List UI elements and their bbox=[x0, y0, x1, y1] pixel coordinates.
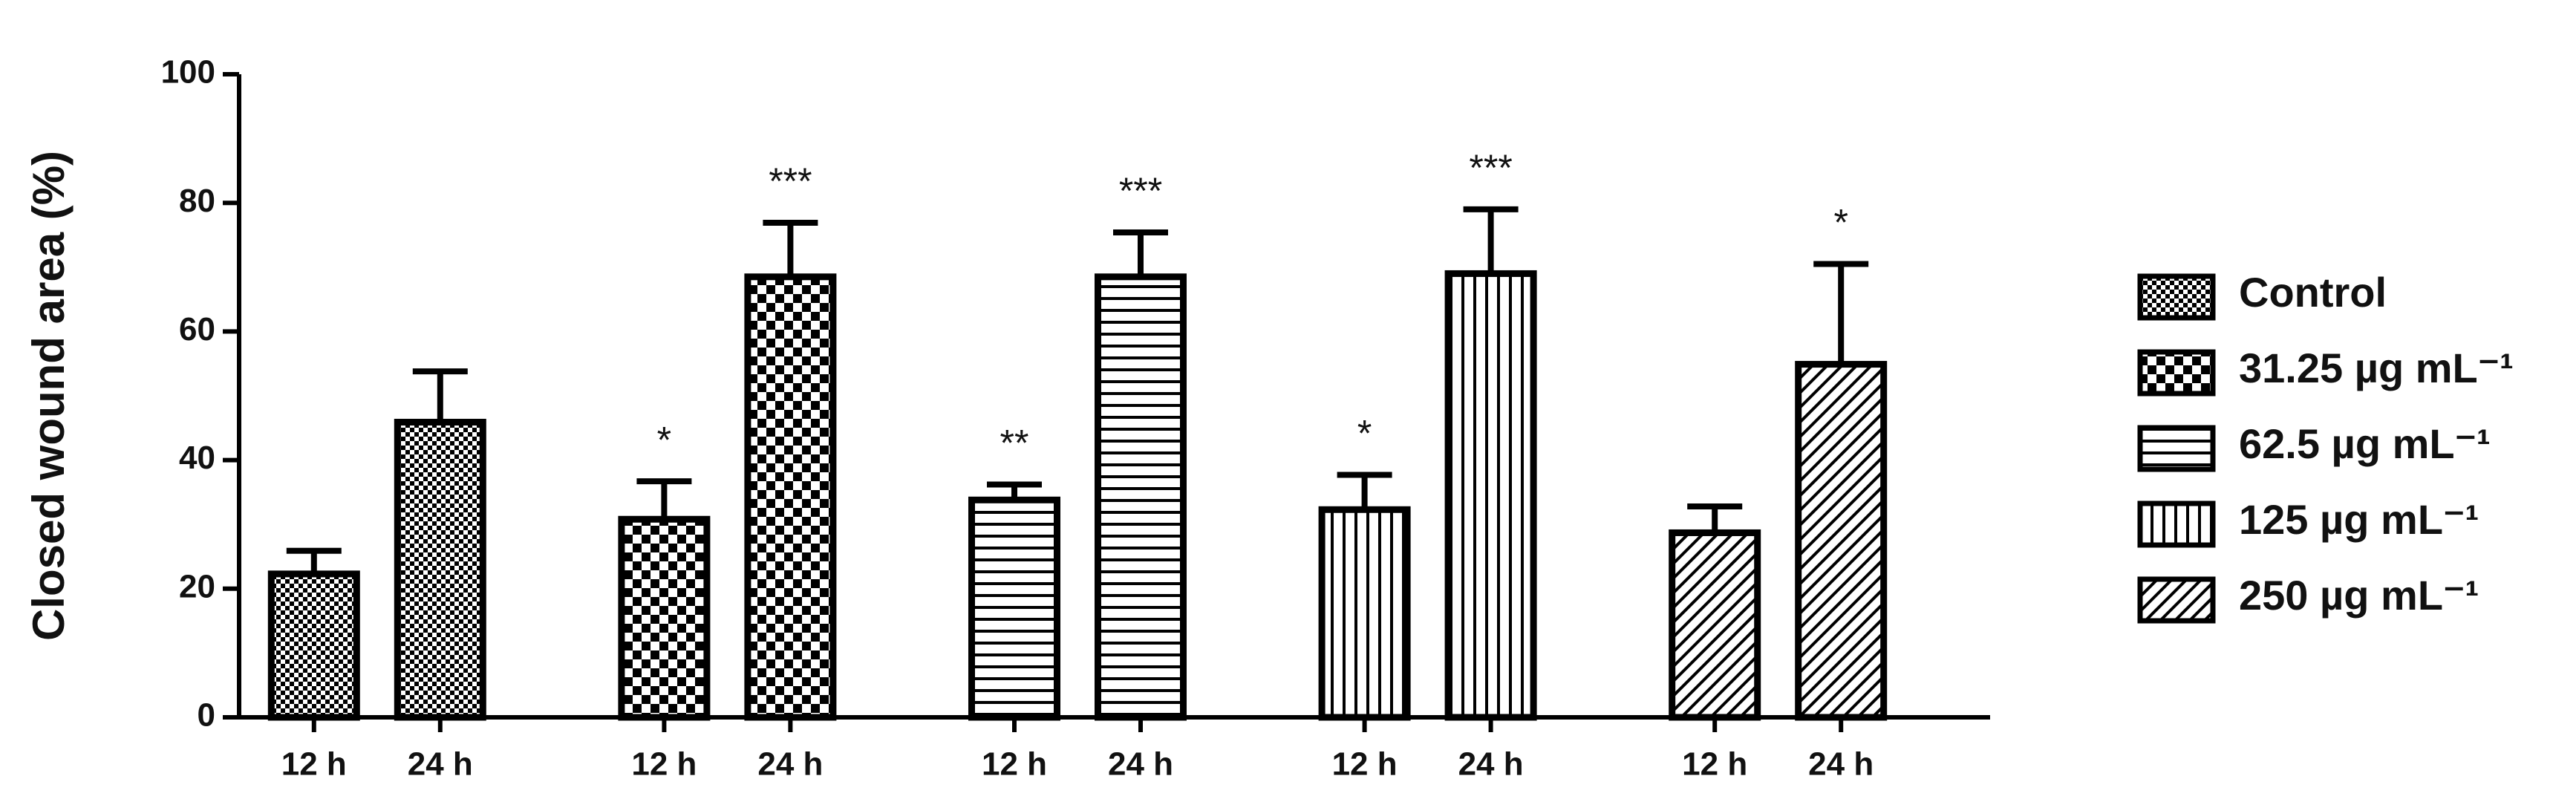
y-tick-label: 20 bbox=[179, 568, 215, 604]
y-axis-label: Closed wound area (%) bbox=[24, 151, 74, 641]
legend-swatch bbox=[2137, 349, 2216, 397]
x-tick-label: 24 h bbox=[1458, 746, 1524, 783]
bar bbox=[618, 515, 711, 721]
significance: *** bbox=[769, 160, 812, 202]
x-tick-label: 12 h bbox=[982, 746, 1047, 783]
x-tick-label: 24 h bbox=[1108, 746, 1173, 783]
bar bbox=[1669, 529, 1761, 721]
legend-swatch bbox=[2137, 425, 2216, 472]
y-tick-label: 80 bbox=[179, 183, 215, 219]
legend-label: 31.25 µg mL⁻¹ bbox=[2239, 345, 2514, 391]
bar bbox=[744, 273, 837, 721]
significance: ** bbox=[1000, 423, 1029, 464]
x-tick-label: 12 h bbox=[1682, 746, 1747, 783]
significance: * bbox=[657, 419, 671, 460]
bar bbox=[267, 570, 360, 721]
legend-swatch bbox=[2137, 500, 2216, 548]
y-tick-label: 100 bbox=[161, 54, 215, 91]
legend-label: 125 µg mL⁻¹ bbox=[2239, 496, 2479, 543]
bar bbox=[1444, 270, 1537, 721]
bar bbox=[1318, 506, 1411, 721]
x-tick-label: 12 h bbox=[281, 746, 347, 783]
legend-label: 62.5 µg mL⁻¹ bbox=[2239, 420, 2491, 467]
x-tick-label: 24 h bbox=[408, 746, 473, 783]
x-tick-label: 24 h bbox=[757, 746, 823, 783]
bar bbox=[968, 496, 1060, 721]
bar bbox=[394, 419, 486, 721]
x-tick-label: 12 h bbox=[631, 746, 697, 783]
bar bbox=[1095, 273, 1187, 721]
legend-swatch bbox=[2137, 273, 2216, 321]
significance: * bbox=[1357, 413, 1372, 454]
legend-label: 250 µg mL⁻¹ bbox=[2239, 572, 2479, 619]
bar bbox=[1795, 361, 1888, 721]
legend-swatch bbox=[2137, 576, 2216, 624]
legend-label: Control bbox=[2239, 269, 2387, 316]
y-tick-label: 40 bbox=[179, 440, 215, 476]
x-tick-label: 24 h bbox=[1808, 746, 1874, 783]
significance: *** bbox=[1119, 170, 1162, 212]
significance: *** bbox=[1469, 147, 1512, 189]
y-tick-label: 60 bbox=[179, 311, 215, 348]
x-tick-label: 12 h bbox=[1332, 746, 1398, 783]
y-tick-label: 0 bbox=[198, 697, 215, 734]
significance: * bbox=[1833, 202, 1848, 244]
